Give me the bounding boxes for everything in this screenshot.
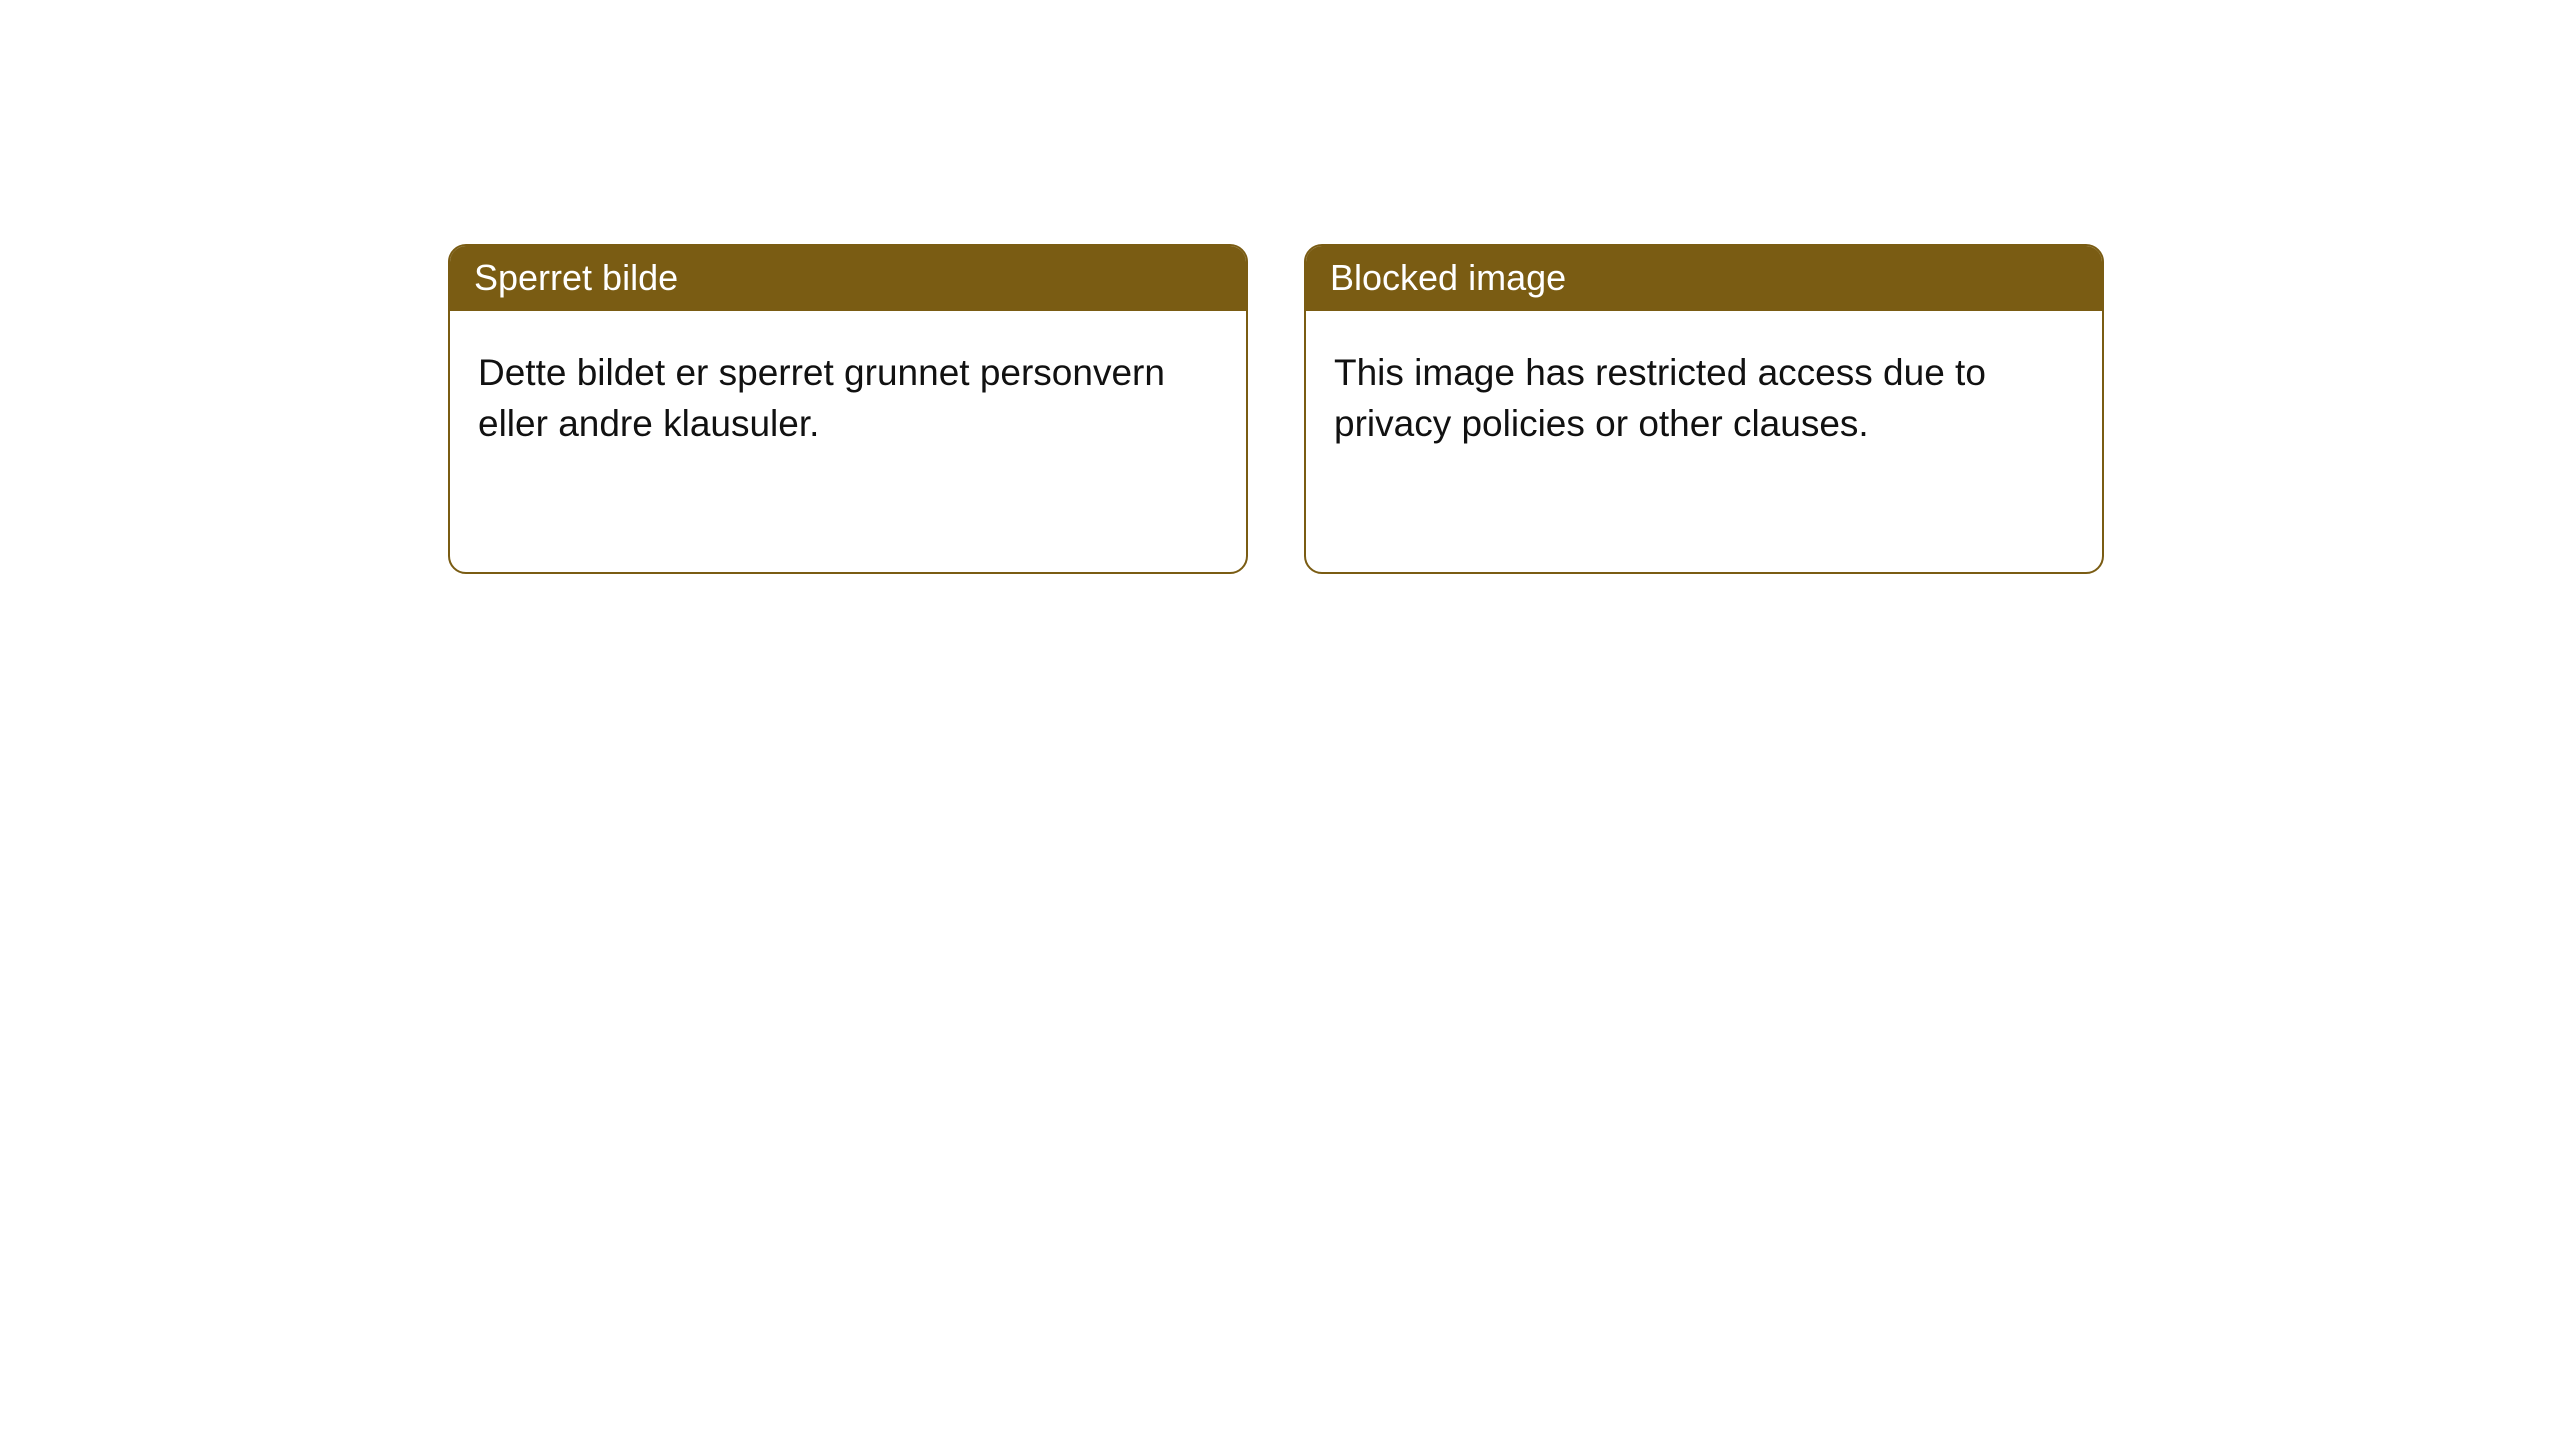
notice-container: Sperret bilde Dette bildet er sperret gr…: [0, 0, 2560, 574]
notice-header-en: Blocked image: [1306, 246, 2102, 311]
notice-header-no: Sperret bilde: [450, 246, 1246, 311]
notice-card-no: Sperret bilde Dette bildet er sperret gr…: [448, 244, 1248, 574]
notice-body-en: This image has restricted access due to …: [1306, 311, 2102, 477]
notice-card-en: Blocked image This image has restricted …: [1304, 244, 2104, 574]
notice-text-en: This image has restricted access due to …: [1334, 352, 1986, 444]
notice-body-no: Dette bildet er sperret grunnet personve…: [450, 311, 1246, 477]
notice-title-no: Sperret bilde: [474, 257, 678, 298]
notice-text-no: Dette bildet er sperret grunnet personve…: [478, 352, 1165, 444]
notice-title-en: Blocked image: [1330, 257, 1566, 298]
